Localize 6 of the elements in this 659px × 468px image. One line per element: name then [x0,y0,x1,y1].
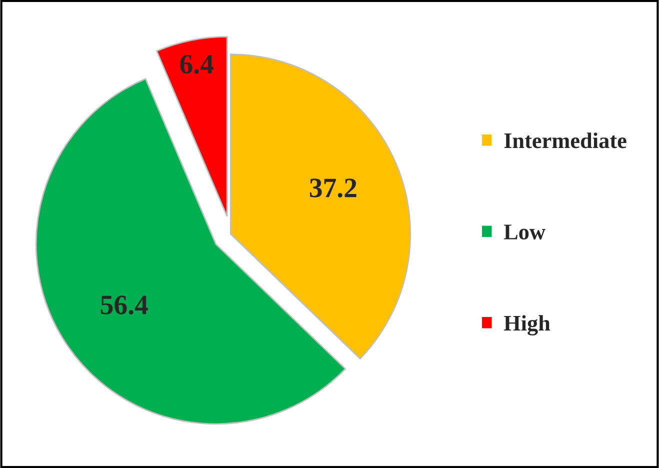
legend-label: Intermediate [504,132,626,148]
data-label: 56.4 [100,296,148,314]
data-label: 6.4 [180,55,214,74]
legend-label: Low [504,224,546,240]
legend-label: High [504,315,550,336]
data-label: 37.2 [310,178,356,198]
